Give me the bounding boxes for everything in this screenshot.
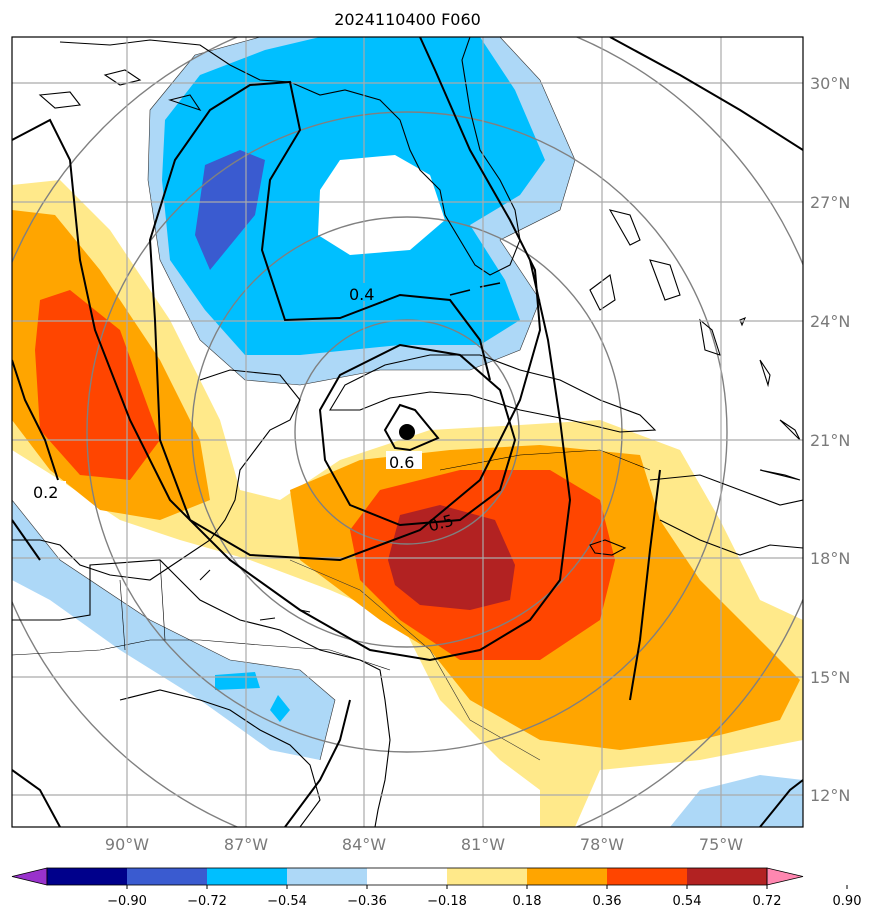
lat-label-15n: 15°N: [810, 668, 850, 687]
negative-anomaly-fill-southwest: [12, 500, 335, 760]
lat-label-24n: 24°N: [810, 312, 850, 331]
colorbar-segment: [207, 868, 288, 885]
lon-label-81w: 81°W: [461, 835, 505, 854]
contour-label-0-6: 0.6: [389, 453, 414, 472]
colorbar-tick-label: −0.90: [107, 894, 147, 909]
map-frame: [11, 36, 804, 828]
lat-label-12n: 12°N: [810, 786, 850, 805]
colorbar-tick-label: 0.54: [673, 894, 702, 909]
fill-outlines: [12, 37, 576, 761]
black-contours: [12, 37, 803, 827]
negative-anomaly-fill-southwest-2: [215, 672, 260, 690]
colorbar-segment: [127, 868, 208, 885]
colorbar-segment: [367, 868, 448, 885]
range-rings: [12, 37, 803, 827]
colorbar-tick-label: −0.72: [187, 894, 227, 909]
positive-anomaly-fill-red-west: [35, 290, 160, 480]
negative-anomaly-fill-core: [195, 150, 265, 270]
range-ring-3: [86, 111, 728, 753]
lat-label-18n: 18°N: [810, 549, 850, 568]
contour-label-0-4: 0.4: [349, 285, 374, 304]
colorbar-tick-label: −0.36: [347, 894, 387, 909]
colorbar-tick-label: −0.54: [267, 894, 307, 909]
contour-southwest-low: [12, 769, 61, 827]
colorbar-tick-label: 0.90: [833, 894, 862, 909]
map-plot-area: 0.4 0.6 0.5 0.2: [12, 37, 803, 827]
contour-bottom: [284, 699, 351, 827]
lat-lon-grid: [12, 37, 803, 827]
contour-label-0-2: 0.2: [33, 483, 58, 502]
contour-east: [629, 469, 661, 701]
colorbar-segment: [447, 868, 528, 885]
colorbar-extend-low: [11, 867, 48, 886]
colorbar-frame: [46, 867, 768, 886]
contour-far-sw: [12, 519, 41, 561]
lon-label-78w: 78°W: [580, 835, 624, 854]
lon-label-84w: 84°W: [342, 835, 386, 854]
colorbar-extend-high: [766, 867, 804, 886]
colorbar-segment: [687, 868, 768, 885]
contour-outer: [12, 118, 572, 662]
colorbar-tick-label: 0.72: [753, 894, 782, 909]
contour-0-5: [318, 343, 517, 527]
colorbar: −0.90 −0.72 −0.54 −0.36 −0.18 0.18 0.36 0.54 0.7…: [11, 867, 862, 909]
coastlines: [12, 37, 803, 827]
colorbar-tick-label: −0.18: [427, 894, 467, 909]
political-boundaries: [12, 449, 651, 671]
lon-label-75w: 75°W: [699, 835, 743, 854]
colorbar-segment: [527, 868, 608, 885]
latitude-labels: 30°N 27°N 24°N 21°N 18°N 15°N 12°N: [810, 74, 850, 805]
contour-0-4: [148, 37, 542, 562]
contour-southeast-edge: [759, 779, 803, 827]
lon-label-87w: 87°W: [224, 835, 268, 854]
longitude-labels: 90°W 87°W 84°W 81°W 78°W 75°W: [105, 835, 743, 854]
colorbar-segment: [607, 868, 688, 885]
neutral-hole-fill: [318, 155, 445, 255]
negative-anomaly-fill-southwest-3: [270, 695, 290, 722]
colorbar-tick-label: 0.36: [593, 894, 622, 909]
contour-0-6: [383, 403, 440, 452]
lat-label-30n: 30°N: [810, 74, 850, 93]
lat-label-21n: 21°N: [810, 431, 850, 450]
colorbar-segment: [287, 868, 368, 885]
lon-label-90w: 90°W: [105, 835, 149, 854]
colorbar-tick-label: 0.18: [513, 894, 542, 909]
range-ring-1: [294, 319, 520, 545]
lat-label-27n: 27°N: [810, 193, 850, 212]
colorbar-segment: [47, 868, 128, 885]
storm-center-marker: [399, 424, 415, 440]
contour-northeast: [609, 37, 803, 151]
contour-south: [12, 359, 59, 481]
map-title: 2024110400 F060: [334, 10, 481, 29]
